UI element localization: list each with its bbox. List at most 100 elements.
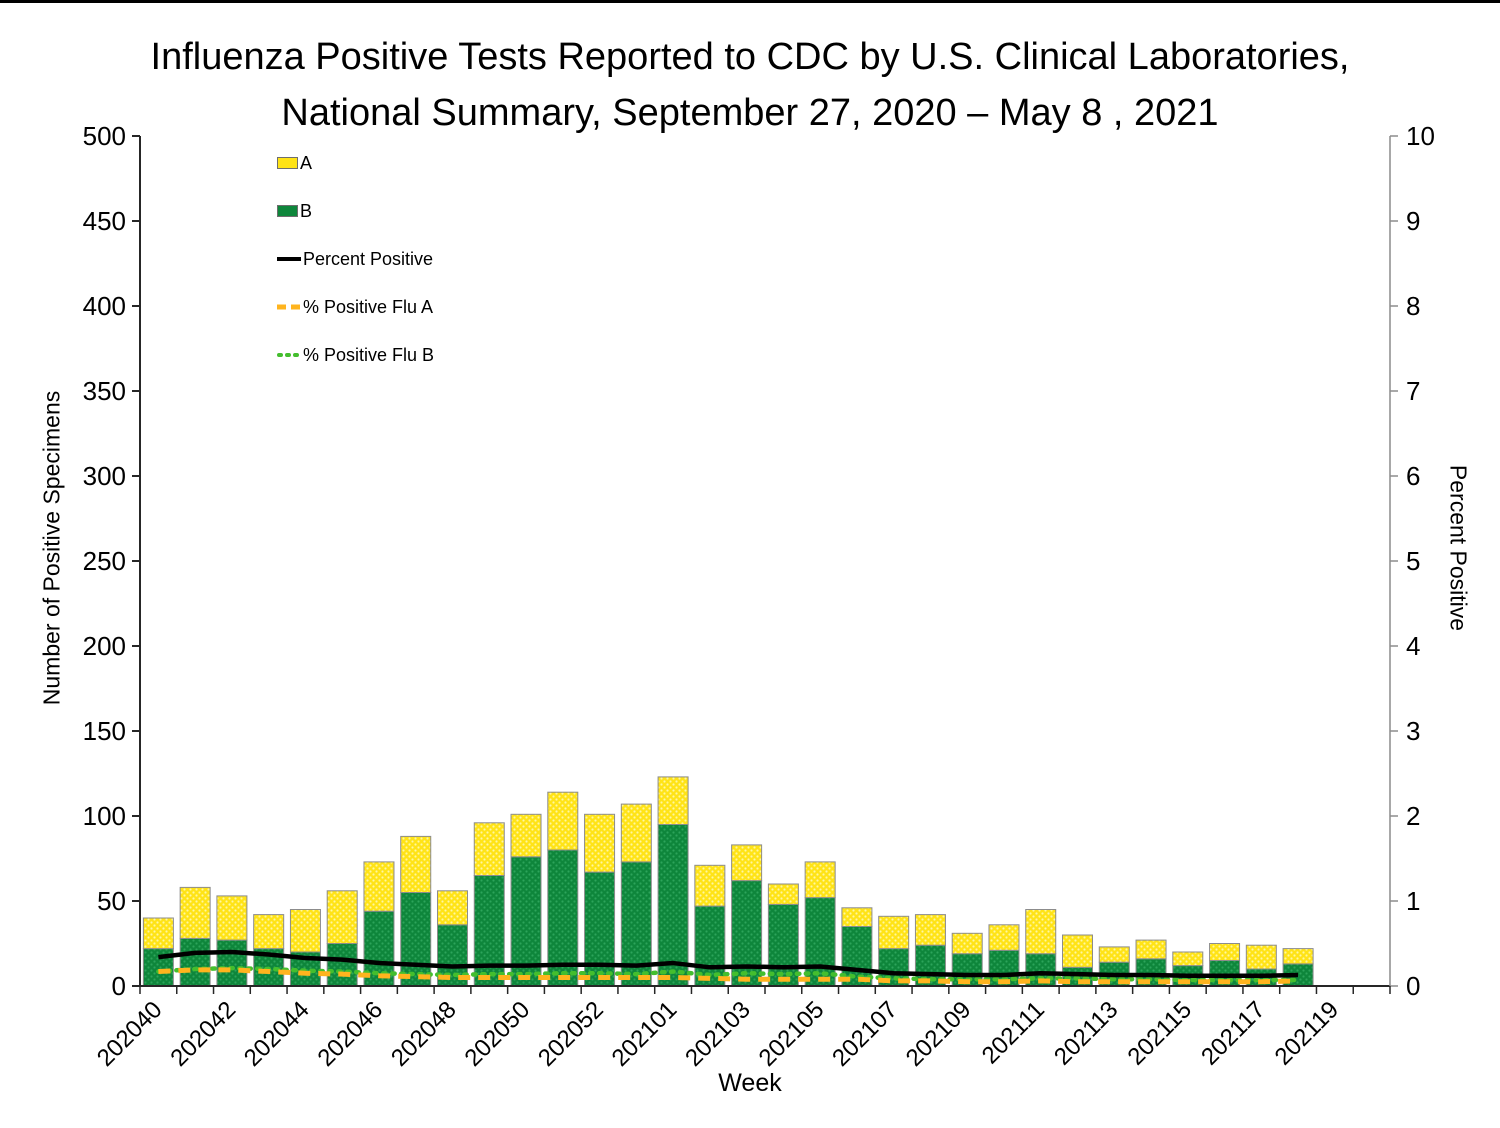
x-tick-label: 202115	[1123, 996, 1197, 1070]
legend-swatch-flu-a	[277, 157, 298, 169]
y-left-tick-label: 300	[83, 461, 126, 491]
x-tick-label: 202101	[607, 996, 683, 1072]
x-tick-label: 202109	[901, 996, 977, 1072]
legend-label-flu-a: A	[300, 152, 313, 173]
x-tick-label: 202105	[754, 996, 830, 1072]
line-percent-flu-b	[156, 965, 1301, 983]
y-right-tick-label: 8	[1406, 291, 1420, 321]
y-right-tick-label: 1	[1406, 886, 1420, 916]
legend-item-percent-positive: Percent Positive	[277, 247, 434, 271]
chart-title-line-1: Influenza Positive Tests Reported to CDC…	[150, 36, 1350, 78]
bar-segment-a	[731, 844, 763, 882]
y-left-tick-label: 350	[83, 376, 126, 406]
legend-line-percent-flu-b	[277, 346, 303, 364]
bar-segment-a	[694, 864, 726, 907]
x-tick-label: 202046	[312, 996, 388, 1072]
bar-segment-b	[326, 943, 358, 987]
legend-swatch-flu-b	[277, 205, 298, 217]
bar-segment-a	[1282, 948, 1314, 965]
y-left-tick-label: 450	[83, 206, 126, 236]
bar-segment-b	[179, 937, 211, 987]
bar-segment-a	[1098, 946, 1130, 963]
x-tick-label: 202040	[92, 996, 168, 1072]
y-right-tick-label: 10	[1406, 121, 1435, 151]
bar-segment-a	[620, 803, 652, 863]
x-tick-label: 202050	[460, 996, 536, 1072]
x-tick-label: 202111	[977, 996, 1050, 1069]
bar-segment-a	[400, 835, 432, 894]
y-left-tick-label: 200	[83, 631, 126, 661]
legend-item-flu-b-bars: B	[277, 199, 434, 223]
y-right-tick-label: 9	[1406, 206, 1420, 236]
legend-label-percent-positive: Percent Positive	[303, 248, 434, 269]
legend-label-percent-flu-a: % Positive Flu A	[303, 296, 434, 317]
line-percent-flu-a	[158, 967, 1299, 985]
legend-label-percent-flu-b: % Positive Flu B	[303, 344, 435, 365]
bar-segment-b	[584, 871, 616, 987]
y-left-tick-label: 150	[83, 716, 126, 746]
bar-segment-a	[988, 924, 1020, 951]
bar-segment-a	[1245, 944, 1277, 970]
bar-segment-a	[142, 917, 174, 950]
y-right-tick-label: 7	[1406, 376, 1420, 406]
bar-segment-a	[179, 886, 211, 939]
bar-segment-b	[731, 880, 763, 987]
y-left-tick-label: 100	[83, 801, 126, 831]
bar-segment-a	[510, 813, 542, 858]
legend-line-percent-flu-a	[277, 298, 301, 316]
x-tick-label: 202042	[165, 996, 241, 1072]
line-percent-positive	[158, 949, 1299, 979]
bar-segment-b	[216, 939, 248, 987]
y-left-tick-label: 500	[83, 121, 126, 151]
y-axis-right-title: Percent Positive	[1445, 464, 1472, 632]
bar-segment-b	[473, 875, 505, 987]
bar-segment-a	[1062, 934, 1093, 968]
bar-segment-a	[253, 914, 285, 950]
x-tick-label: 202119	[1270, 996, 1344, 1070]
bar-segment-a	[914, 914, 946, 946]
legend-label-flu-b: B	[300, 200, 313, 221]
bar-segment-a	[473, 822, 505, 876]
bar-segment-a	[216, 895, 248, 941]
influenza-combo-chart: 0 50 100 150 200 250 300 350 400 450 500 0 1 2 3 4 5 6 7 8 9…	[83, 121, 1435, 1072]
lines-layer	[156, 949, 1301, 985]
bar-segment-a	[547, 791, 579, 851]
x-tick-label: 202113	[1049, 996, 1123, 1070]
bar-segment-a	[1135, 939, 1167, 960]
bar-segment-a	[1209, 943, 1241, 961]
legend-line-percent-positive	[277, 250, 301, 268]
bar-segment-a	[437, 890, 468, 926]
x-axis-title: Week	[718, 1069, 782, 1097]
y-right-tick-label: 4	[1406, 631, 1420, 661]
bars-layer	[142, 776, 1314, 987]
bar-segment-a	[878, 915, 910, 950]
bar-segment-a	[326, 890, 358, 944]
bar-segment-a	[951, 932, 983, 955]
x-tick-label: 202103	[680, 996, 756, 1072]
y-left-tick-label: 400	[83, 291, 126, 321]
y-axis-left-title: Number of Positive Specimens	[38, 390, 65, 706]
bar-segment-a	[767, 883, 799, 905]
bar-segment-a	[1025, 909, 1057, 955]
y-left-tick-label: 250	[83, 546, 126, 576]
x-tick-label: 202117	[1196, 996, 1270, 1070]
x-tick-label: 202044	[239, 996, 315, 1072]
y-left-tick-label: 0	[112, 971, 126, 1001]
bar-segment-a	[584, 813, 616, 873]
y-right-tick-label: 6	[1406, 461, 1420, 491]
x-tick-label: 202048	[386, 996, 462, 1072]
y-right-tick-label: 3	[1406, 716, 1420, 746]
bar-segment-a	[841, 907, 873, 927]
bar-segment-a	[657, 776, 689, 826]
legend-item-percent-flu-a: % Positive Flu A	[277, 295, 434, 319]
x-tick-label: 202107	[827, 996, 903, 1072]
legend: A B Percent Positive % Positive Flu A % …	[277, 151, 434, 391]
legend-item-flu-a-bars: A	[277, 151, 434, 175]
y-right-tick-label: 0	[1406, 971, 1420, 1001]
bar-segment-a	[1172, 951, 1204, 967]
x-tick-label: 202052	[533, 996, 609, 1072]
chart-title-line-2: National Summary, September 27, 2020 – M…	[281, 92, 1219, 134]
bar-segment-a	[289, 909, 321, 953]
legend-item-percent-flu-b: % Positive Flu B	[277, 343, 434, 367]
